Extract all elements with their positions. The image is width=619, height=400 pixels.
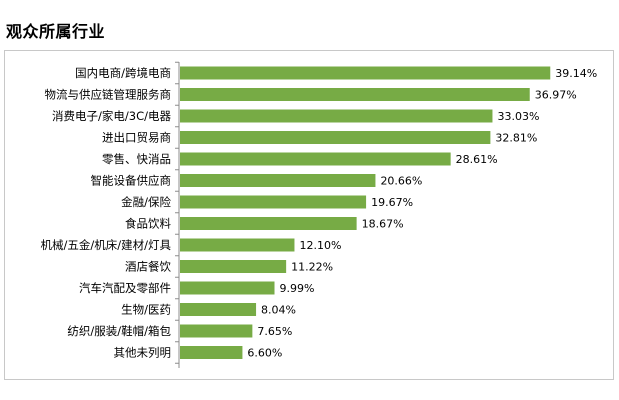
category-label: 其他未列明 — [114, 346, 172, 360]
bar — [180, 217, 357, 230]
bar — [180, 152, 451, 166]
data-label: 33.03% — [497, 110, 539, 123]
data-label: 12.10% — [299, 239, 341, 252]
data-label: 20.66% — [380, 175, 422, 188]
category-label: 酒店餐饮 — [125, 260, 171, 274]
category-label: 物流与供应链管理服务商 — [45, 88, 172, 102]
category-label: 纺织/服装/鞋帽/箱包 — [67, 324, 171, 338]
category-label: 智能设备供应商 — [91, 174, 172, 188]
bar — [180, 260, 287, 273]
bar — [180, 238, 295, 252]
category-label: 进出口贸易商 — [102, 131, 171, 145]
data-label: 11.22% — [291, 261, 333, 274]
bar — [180, 131, 491, 144]
data-label: 32.81% — [495, 132, 537, 145]
chart-frame — [4, 50, 614, 380]
category-label: 食品饮料 — [125, 217, 171, 231]
bar — [180, 109, 493, 123]
data-label: 36.97% — [535, 89, 577, 102]
page-title: 观众所属行业 — [6, 22, 106, 41]
data-label: 6.60% — [247, 347, 282, 360]
category-label: 国内电商/跨境电商 — [75, 66, 171, 80]
data-label: 18.67% — [362, 218, 404, 231]
category-label: 汽车汽配及零部件 — [79, 281, 171, 295]
category-label: 消费电子/家电/3C/电器 — [52, 109, 171, 123]
data-label: 9.99% — [280, 282, 315, 295]
category-label: 机械/五金/机床/建材/灯具 — [41, 238, 172, 252]
bar — [180, 303, 257, 316]
data-label: 19.67% — [371, 196, 413, 209]
bar — [180, 174, 376, 187]
bar — [180, 324, 253, 338]
bar — [180, 281, 275, 295]
bar — [180, 346, 243, 359]
data-label: 39.14% — [555, 67, 597, 80]
category-label: 生物/医药 — [121, 303, 171, 317]
data-label: 28.61% — [456, 153, 498, 166]
data-label: 8.04% — [261, 304, 296, 317]
data-label: 7.65% — [257, 325, 292, 338]
category-label: 零售、快消品 — [102, 152, 171, 166]
bar — [180, 88, 530, 101]
bar — [180, 66, 551, 80]
category-label: 金融/保险 — [121, 195, 171, 209]
bar — [180, 195, 367, 209]
